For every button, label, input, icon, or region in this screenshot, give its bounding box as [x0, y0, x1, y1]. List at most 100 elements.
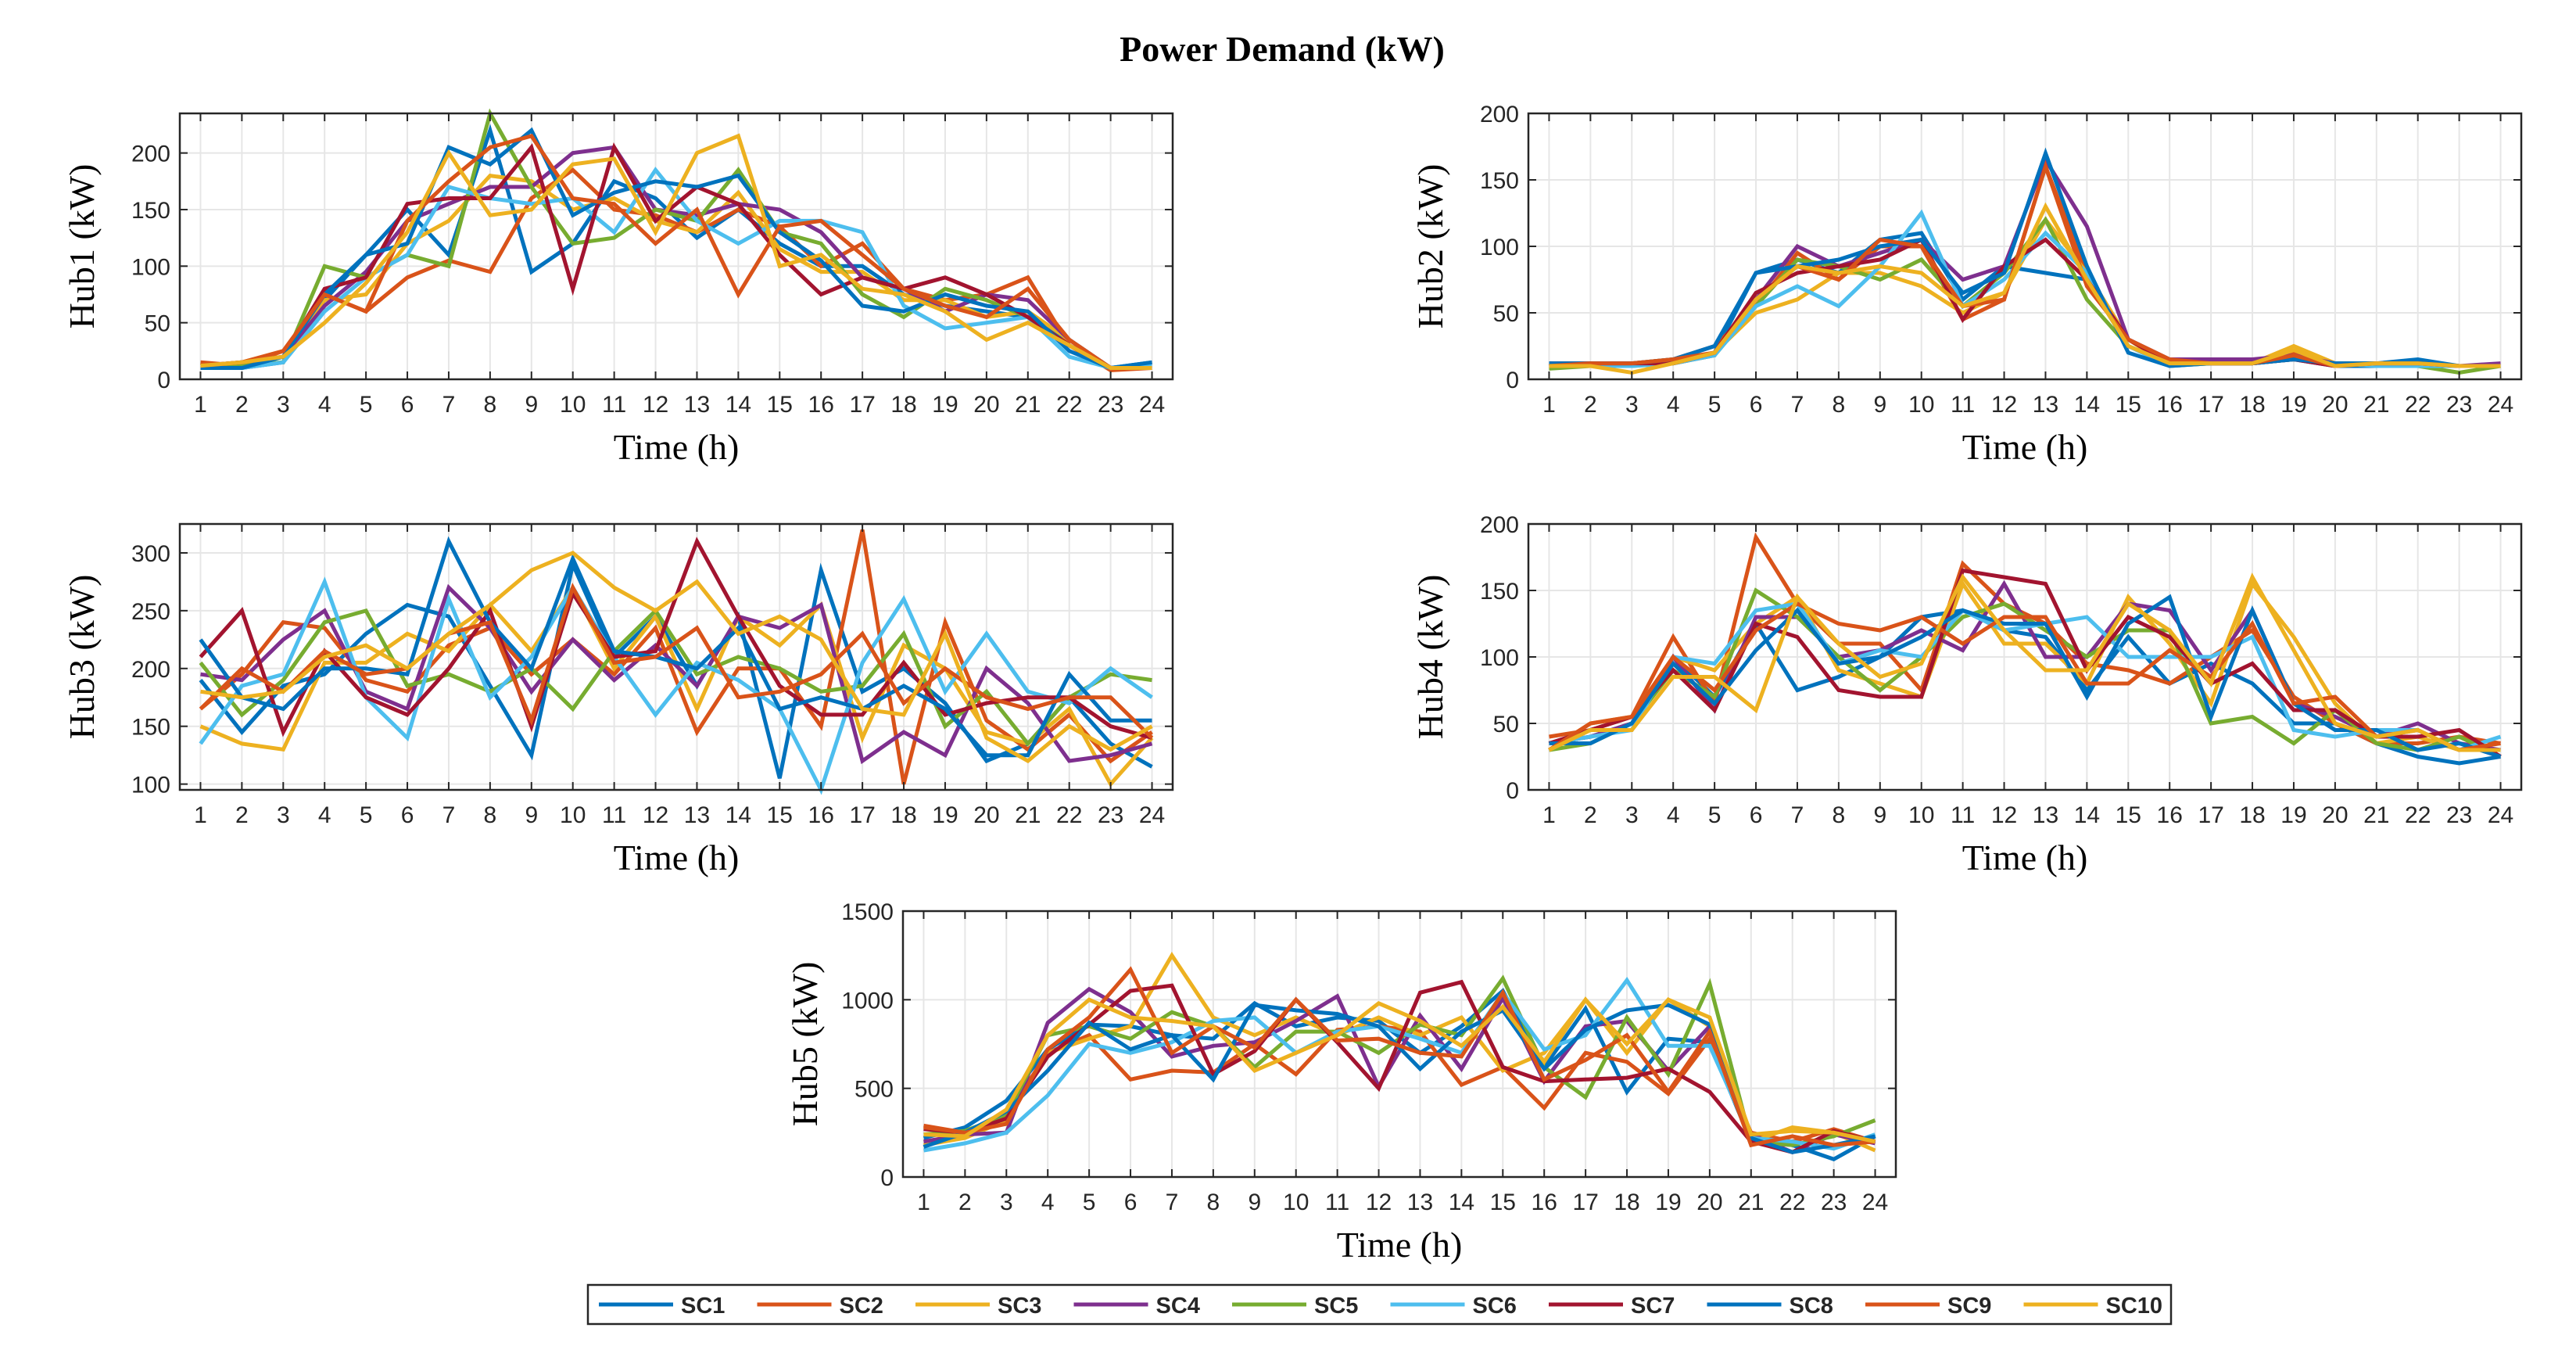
x-tick-label: 8	[1833, 802, 1846, 828]
x-tick-label: 21	[1015, 802, 1041, 828]
y-tick-label: 100	[131, 773, 170, 798]
x-tick-label: 18	[1614, 1190, 1639, 1215]
y-tick-label: 1000	[841, 988, 894, 1014]
series-line-sc7	[1548, 568, 2502, 759]
series-line-sc9	[200, 134, 1152, 370]
x-tick-label: 2	[235, 802, 249, 828]
hub3-chart: 1 2 3 4 5 6 7 8 9 10 11 12 13 14 15 16 17 18 19 20 21 22 23 241…	[62, 522, 1174, 877]
x-tick-label: 12	[1366, 1190, 1392, 1215]
x-tick-label: 13	[684, 802, 710, 828]
y-tick-label: 150	[131, 715, 170, 741]
x-tick-label: 14	[2074, 802, 2100, 828]
x-tick-label: 22	[1779, 1190, 1805, 1215]
x-tick-label: 18	[890, 802, 916, 828]
x-tick-label: 5	[360, 802, 373, 828]
x-tick-label: 19	[2280, 802, 2306, 828]
x-tick-label: 3	[1625, 392, 1639, 418]
x-tick-label: 6	[1750, 392, 1763, 418]
series-line-sc9	[1548, 601, 2501, 752]
x-tick-label: 4	[1667, 802, 1680, 828]
x-tick-label: 16	[808, 392, 834, 418]
x-tick-label: 8	[484, 392, 497, 418]
x-axis-label: Time (h)	[1337, 1225, 1463, 1265]
x-tick-label: 14	[2074, 392, 2100, 418]
figure-title: Power Demand (kW)	[1120, 29, 1445, 69]
series-line-sc9	[923, 966, 1876, 1148]
y-tick-label: 500	[854, 1077, 894, 1103]
y-tick-label: 250	[131, 599, 170, 625]
x-tick-label: 22	[1056, 392, 1082, 418]
x-tick-label: 19	[1655, 1190, 1681, 1215]
x-tick-label: 12	[1991, 802, 2017, 828]
x-tick-label: 8	[484, 802, 497, 828]
x-tick-label: 2	[1584, 802, 1597, 828]
x-tick-label: 3	[277, 392, 290, 418]
x-tick-label: 19	[932, 802, 958, 828]
axes-box	[178, 112, 1174, 381]
legend-label-sc8: SC8	[1790, 1294, 1833, 1319]
x-tick-label: 2	[1584, 392, 1597, 418]
x-tick-label: 1	[194, 802, 207, 828]
x-axis-label: Time (h)	[614, 427, 740, 467]
x-tick-label: 14	[726, 802, 751, 828]
x-tick-label: 18	[890, 392, 916, 418]
series-line-sc10	[1548, 572, 2501, 752]
series-line-sc8	[200, 127, 1152, 371]
series-line-sc5	[200, 108, 1152, 370]
series-line-sc10	[200, 551, 1153, 764]
x-tick-label: 11	[602, 802, 626, 828]
legend-label-sc9: SC9	[1947, 1294, 1991, 1319]
x-tick-label: 15	[1490, 1190, 1516, 1215]
x-tick-label: 12	[1991, 392, 2017, 418]
y-tick-label: 50	[145, 311, 170, 337]
x-tick-label: 7	[442, 802, 456, 828]
series-line-sc6	[923, 977, 1876, 1153]
x-tick-label: 10	[1283, 1190, 1309, 1215]
x-axis-label: Time (h)	[1962, 427, 2088, 467]
y-tick-label: 150	[1480, 579, 1519, 605]
x-tick-label: 2	[235, 392, 249, 418]
x-tick-label: 9	[1873, 802, 1886, 828]
legend-label-sc5: SC5	[1314, 1294, 1358, 1319]
y-tick-label: 1500	[841, 899, 894, 925]
x-tick-label: 15	[2116, 392, 2141, 418]
x-tick-label: 10	[560, 392, 586, 418]
x-tick-label: 7	[1791, 392, 1804, 418]
x-tick-label: 5	[1708, 392, 1722, 418]
plot-area	[180, 113, 1173, 379]
x-tick-label: 1	[1542, 802, 1556, 828]
y-tick-label: 0	[1506, 368, 1519, 393]
x-tick-label: 17	[2198, 392, 2223, 418]
x-axis-label: Time (h)	[614, 838, 740, 877]
series-line-sc7	[200, 142, 1152, 370]
x-tick-label: 16	[2157, 392, 2183, 418]
y-tick-label: 200	[1480, 102, 1519, 127]
x-tick-label: 7	[1791, 802, 1804, 828]
x-tick-label: 14	[1449, 1190, 1474, 1215]
x-tick-label: 16	[2157, 802, 2183, 828]
series-line-sc1	[199, 558, 1153, 779]
x-tick-label: 17	[849, 392, 875, 418]
hub4-chart: 1 2 3 4 5 6 7 8 9 10 11 12 13 14 15 16 17 18 19 20 21 22 23 240…	[1410, 512, 2523, 877]
y-tick-label: 100	[131, 254, 170, 280]
series-line-sc3	[1548, 580, 2501, 752]
y-tick-label: 100	[1480, 235, 1519, 260]
x-tick-label: 13	[2033, 392, 2058, 418]
x-tick-label: 22	[2405, 802, 2431, 828]
x-tick-label: 13	[684, 392, 710, 418]
series-line-sc9	[199, 582, 1154, 740]
x-tick-label: 8	[1833, 392, 1846, 418]
x-tick-label: 11	[602, 392, 626, 418]
hub1-chart: 1 2 3 4 5 6 7 8 9 10 11 12 13 14 15 16 17 18 19 20 21 22 23 240…	[62, 108, 1174, 467]
x-tick-label: 4	[318, 802, 331, 828]
axes-box	[901, 910, 1897, 1179]
hub5-chart: 1 2 3 4 5 6 7 8 9 10 11 12 13 14 15 16 17 18 19 20 21 22 23 240…	[785, 899, 1897, 1265]
x-tick-label: 5	[360, 392, 373, 418]
x-tick-label: 22	[1056, 802, 1082, 828]
y-tick-label: 200	[1480, 512, 1519, 538]
y-tick-label: 150	[131, 198, 170, 224]
x-tick-label: 9	[1248, 1190, 1261, 1215]
x-tick-label: 17	[2198, 802, 2223, 828]
y-tick-label: 0	[880, 1165, 894, 1191]
